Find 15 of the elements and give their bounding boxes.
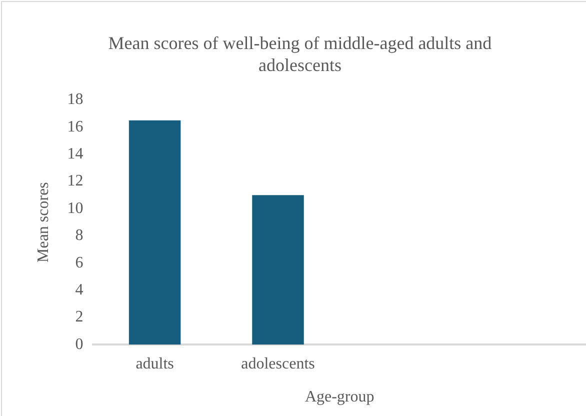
y-tick-label: 0 [75, 336, 84, 353]
y-tick-label: 16 [67, 118, 84, 136]
y-tick-label: 4 [75, 281, 84, 298]
y-tick-label: 12 [67, 172, 84, 190]
x-tick-label: adolescents [241, 355, 315, 372]
y-tick-label: 10 [67, 200, 84, 217]
y-tick-label: 2 [75, 308, 84, 326]
y-tick-label: 14 [67, 146, 84, 163]
y-axis-title: Mean scores [34, 182, 52, 263]
y-tick-label: 8 [75, 227, 84, 244]
x-tick-label: adults [136, 355, 174, 372]
x-axis-title: Age-group [304, 388, 374, 406]
y-tick-label: 6 [75, 254, 84, 272]
y-tick-label: 18 [67, 91, 84, 108]
chart-title: Mean scores of well-being of middle-aged adults and adolescents [107, 32, 493, 76]
